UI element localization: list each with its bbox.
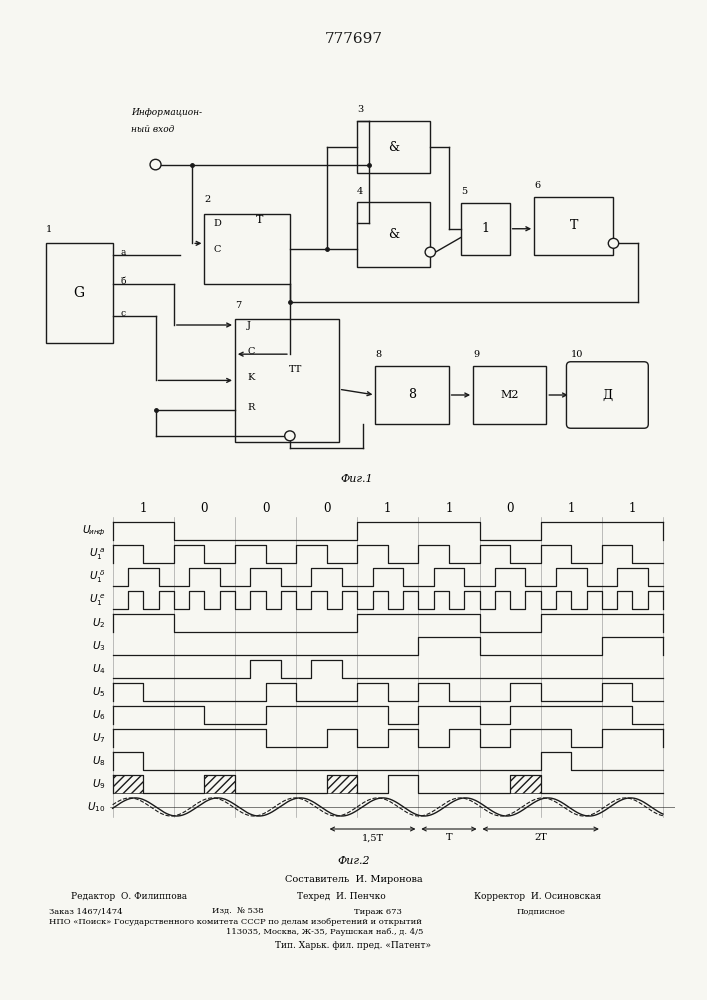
Text: TT: TT [289,365,303,374]
Text: 7: 7 [235,300,241,310]
Bar [473,366,547,424]
Text: a: a [120,248,126,257]
Text: R: R [247,403,255,412]
Text: 1: 1 [481,222,489,235]
Bar [204,214,290,284]
Text: 113035, Москва, Ж-35, Раушская наб., д. 4/5: 113035, Москва, Ж-35, Раушская наб., д. … [226,928,423,936]
Text: Редактор  О. Филиппова: Редактор О. Филиппова [71,892,187,901]
Text: Д: Д [602,388,612,401]
Text: $U_6$: $U_6$ [92,708,105,722]
Bar [112,775,144,793]
Bar [534,197,614,255]
Text: &: & [388,228,399,241]
Text: Информацион-: Информацион- [131,108,202,117]
Text: 5: 5 [461,187,467,196]
Text: 1: 1 [46,225,52,234]
Text: 2T: 2T [534,833,547,842]
Text: Тираж 673: Тираж 673 [354,908,402,916]
Text: 0: 0 [323,502,330,515]
Text: Тип. Харьк. фил. пред. «Патент»: Тип. Харьк. фил. пред. «Патент» [276,941,431,950]
Text: б̅: б̅ [120,277,126,286]
Circle shape [150,159,161,170]
Circle shape [608,238,619,248]
Text: 10: 10 [571,350,583,359]
Text: $U_2$: $U_2$ [92,616,105,630]
Text: $U_1^{\;\mathit{\delta}}$: $U_1^{\;\mathit{\delta}}$ [89,569,105,585]
Text: Фиг.2: Фиг.2 [337,856,370,866]
Text: 1: 1 [629,502,636,515]
Circle shape [425,247,436,257]
Text: 1: 1 [445,502,452,515]
Text: $U_{\!\mathit{инф}}$: $U_{\!\mathit{инф}}$ [81,524,105,538]
Text: M2: M2 [501,390,519,400]
Text: 777697: 777697 [325,32,382,46]
Text: $U_7$: $U_7$ [92,731,105,745]
Text: T: T [570,219,578,232]
Text: $U_1^{\;\mathit{e}}$: $U_1^{\;\mathit{e}}$ [89,592,105,608]
Bar [357,202,431,267]
Text: Фиг.1: Фиг.1 [341,475,373,485]
Text: 4: 4 [357,187,363,196]
Text: Подписное: Подписное [516,908,565,916]
Text: 1,5T: 1,5T [361,833,384,842]
Text: &: & [388,141,399,154]
Text: Заказ 1467/1474: Заказ 1467/1474 [49,908,123,916]
Text: $U_9$: $U_9$ [92,777,105,791]
Text: K: K [247,373,255,382]
Text: $U_4$: $U_4$ [91,662,105,676]
Text: Корректор  И. Осиновская: Корректор И. Осиновская [474,892,601,901]
Text: Изд.  № 538: Изд. № 538 [212,908,264,916]
Text: J: J [247,321,251,330]
Bar [46,243,113,342]
Bar [510,775,541,793]
Bar [327,775,357,793]
Text: 0: 0 [201,502,208,515]
Text: 3: 3 [357,105,363,114]
Text: 1: 1 [384,502,392,515]
Text: c: c [120,309,125,318]
Text: 0: 0 [506,502,514,515]
Text: 8: 8 [408,388,416,401]
Text: 1: 1 [568,502,575,515]
Bar [357,121,431,173]
Text: 9: 9 [473,350,479,359]
Text: $U_8$: $U_8$ [92,754,105,768]
Text: $U_{10}$: $U_{10}$ [87,800,105,814]
Circle shape [285,431,295,441]
Text: $U_5$: $U_5$ [92,685,105,699]
Text: $U_3$: $U_3$ [92,639,105,653]
Bar [461,202,510,255]
Text: Составитель  И. Миронова: Составитель И. Миронова [285,875,422,884]
Text: $U_1^{\;a}$: $U_1^{\;a}$ [89,546,105,562]
Text: D: D [214,219,221,228]
Text: 8: 8 [375,350,382,359]
Text: 0: 0 [262,502,269,515]
Text: C: C [247,347,255,356]
Bar [235,319,339,442]
Text: T: T [445,833,452,842]
Text: ный вход: ный вход [131,125,175,134]
Text: НПО «Поиск» Государственного комитета СССР по делам изобретений и открытий: НПО «Поиск» Государственного комитета СС… [49,918,422,926]
Bar [375,366,449,424]
Text: Техред  И. Пенчко: Техред И. Пенчко [297,892,386,901]
Text: 6: 6 [534,181,540,190]
Text: C: C [214,245,221,254]
Text: T: T [256,215,263,225]
Bar [204,775,235,793]
Text: G: G [74,286,85,300]
Text: 2: 2 [204,196,211,205]
Text: 1: 1 [139,502,147,515]
